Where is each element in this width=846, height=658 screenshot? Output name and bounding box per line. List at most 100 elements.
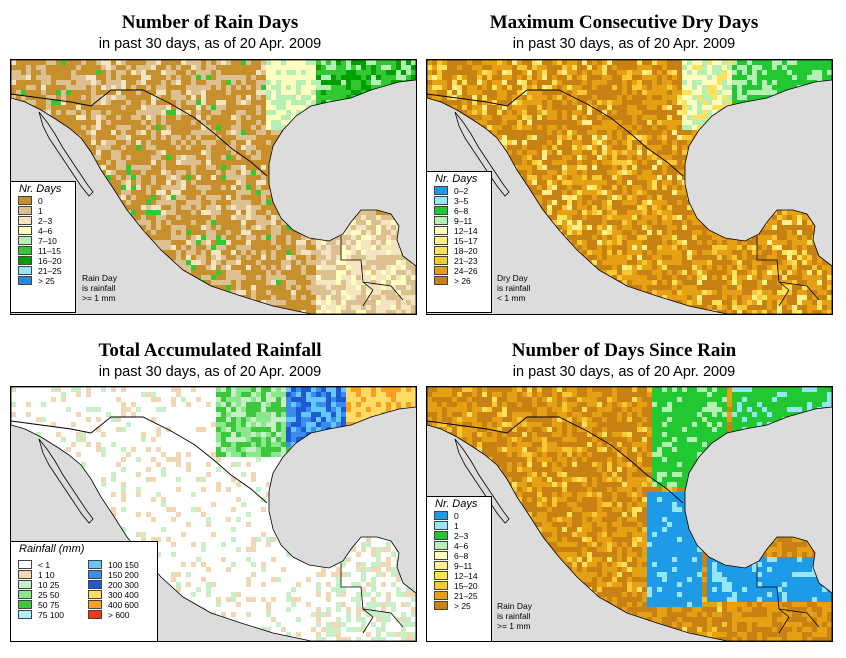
legend-item: 12–14 [427, 571, 491, 581]
legend-label: > 26 [454, 276, 471, 286]
legend-swatch [434, 226, 448, 235]
coastline [427, 387, 832, 641]
legend-title: Nr. Days [435, 173, 478, 185]
legend-label: 11–15 [38, 246, 62, 256]
panel2-subtitle: in past 30 days, as of 20 Apr. 2009 [512, 36, 736, 52]
legend-swatch [18, 276, 32, 285]
days-since-rain-legend: Nr. Days 0 1 2–3 4–6 6–8 9–11 12–14 15–20 21–25 >… [426, 496, 492, 642]
legend-label: 21–25 [454, 591, 478, 601]
legend-item: 21–25 [427, 591, 491, 601]
legend-label: 200 300 [108, 580, 139, 590]
legend-item: 0 [11, 196, 75, 206]
legend-label: 21–25 [38, 266, 62, 276]
legend-label: 50 75 [38, 600, 60, 610]
dry-day-definition: Dry Day is rainfall < 1 mm [497, 273, 531, 303]
legend-swatch [18, 226, 32, 235]
legend-item: 0–2 [427, 186, 491, 196]
us-mexico-border [11, 89, 268, 177]
legend-item: 16–20 [11, 256, 75, 266]
us-mexico-border [427, 89, 684, 177]
legend-label: 18–20 [454, 246, 478, 256]
legend-item: 4–6 [11, 226, 75, 236]
legend-item: 18–20 [427, 246, 491, 256]
legend-label: 1 10 [38, 570, 55, 580]
legend-label: 15–17 [454, 236, 478, 246]
legend-item: 1 [427, 521, 491, 531]
legend-label: 12–14 [454, 571, 478, 581]
legend-item: 6–8 [427, 551, 491, 561]
legend-item: > 26 [427, 276, 491, 286]
legend-item: 12–14 [427, 226, 491, 236]
legend-label: 1 [38, 206, 43, 216]
legend-item: 1 [11, 206, 75, 216]
legend-label: 7–10 [38, 236, 57, 246]
legend-swatch [88, 600, 102, 609]
legend-item: 21–23 [427, 256, 491, 266]
legend-label: 100 150 [108, 560, 139, 570]
legend-swatch [18, 560, 32, 569]
legend-label: 0 [38, 196, 43, 206]
legend-label: 2–3 [454, 531, 469, 541]
legend-label: 6–8 [454, 206, 469, 216]
legend-label: 16–20 [38, 256, 62, 266]
legend-label: 6–8 [454, 551, 469, 561]
legend-label: 4–6 [454, 541, 469, 551]
legend-label: 10 25 [38, 580, 60, 590]
legend-swatch [434, 511, 448, 520]
legend-item: 15–17 [427, 236, 491, 246]
legend-label: 9–11 [454, 216, 473, 226]
central-america-borders [340, 563, 404, 634]
legend-item: > 600 [81, 610, 139, 620]
legend-swatch [434, 581, 448, 590]
legend-item: 21–25 [11, 266, 75, 276]
central-america-borders [756, 236, 820, 307]
legend-label: 2–3 [38, 216, 53, 226]
us-mexico-border [427, 416, 684, 504]
legend-item: > 25 [11, 276, 75, 286]
legend-item: 200 300 [81, 580, 139, 590]
legend-item: > 25 [427, 601, 491, 611]
legend-swatch [434, 276, 448, 285]
legend-label: 75 100 [38, 610, 64, 620]
days-since-rain-map [426, 386, 833, 642]
panel3-subtitle: in past 30 days, as of 20 Apr. 2009 [98, 364, 322, 380]
legend-item: 9–11 [427, 561, 491, 571]
legend-swatch [434, 246, 448, 255]
legend-swatch [434, 216, 448, 225]
legend-label: 21–23 [454, 256, 478, 266]
legend-item: 150 200 [81, 570, 139, 580]
central-america-borders [756, 563, 820, 634]
legend-label: 150 200 [108, 570, 139, 580]
legend-swatch [434, 266, 448, 275]
legend-label: < 1 [38, 560, 51, 570]
legend-item: 7–10 [11, 236, 75, 246]
legend-swatch [18, 580, 32, 589]
legend-label: 0 [454, 511, 459, 521]
legend-swatch [18, 246, 32, 255]
legend-swatch [18, 610, 32, 619]
legend-item: 25 50 [11, 590, 64, 600]
coastline [427, 60, 832, 314]
legend-swatch [18, 236, 32, 245]
legend-item: 300 400 [81, 590, 139, 600]
legend-swatch [88, 570, 102, 579]
legend-item: < 1 [11, 560, 64, 570]
legend-label: 1 [454, 521, 459, 531]
legend-label: 3–5 [454, 196, 469, 206]
legend-label: 0–2 [454, 186, 469, 196]
legend-swatch [434, 206, 448, 215]
legend-item: 1 10 [11, 570, 64, 580]
legend-swatch [434, 196, 448, 205]
legend-item: 50 75 [11, 600, 64, 610]
legend-label: > 25 [454, 601, 471, 611]
gulf-of-california [38, 438, 94, 524]
legend-swatch [18, 570, 32, 579]
legend-item: 11–15 [11, 246, 75, 256]
legend-item: 2–3 [427, 531, 491, 541]
central-america-borders [340, 236, 404, 307]
legend-title: Nr. Days [19, 183, 62, 195]
legend-swatch [18, 256, 32, 265]
rain-days-legend: Nr. Days 0 1 2–3 4–6 7–10 11–15 16–20 21–25 > 25 [10, 181, 76, 313]
gulf-of-california [38, 111, 94, 197]
dry-days-legend: Nr. Days 0–2 3–5 6–8 9–11 12–14 15–17 18–20 21–… [426, 171, 492, 313]
